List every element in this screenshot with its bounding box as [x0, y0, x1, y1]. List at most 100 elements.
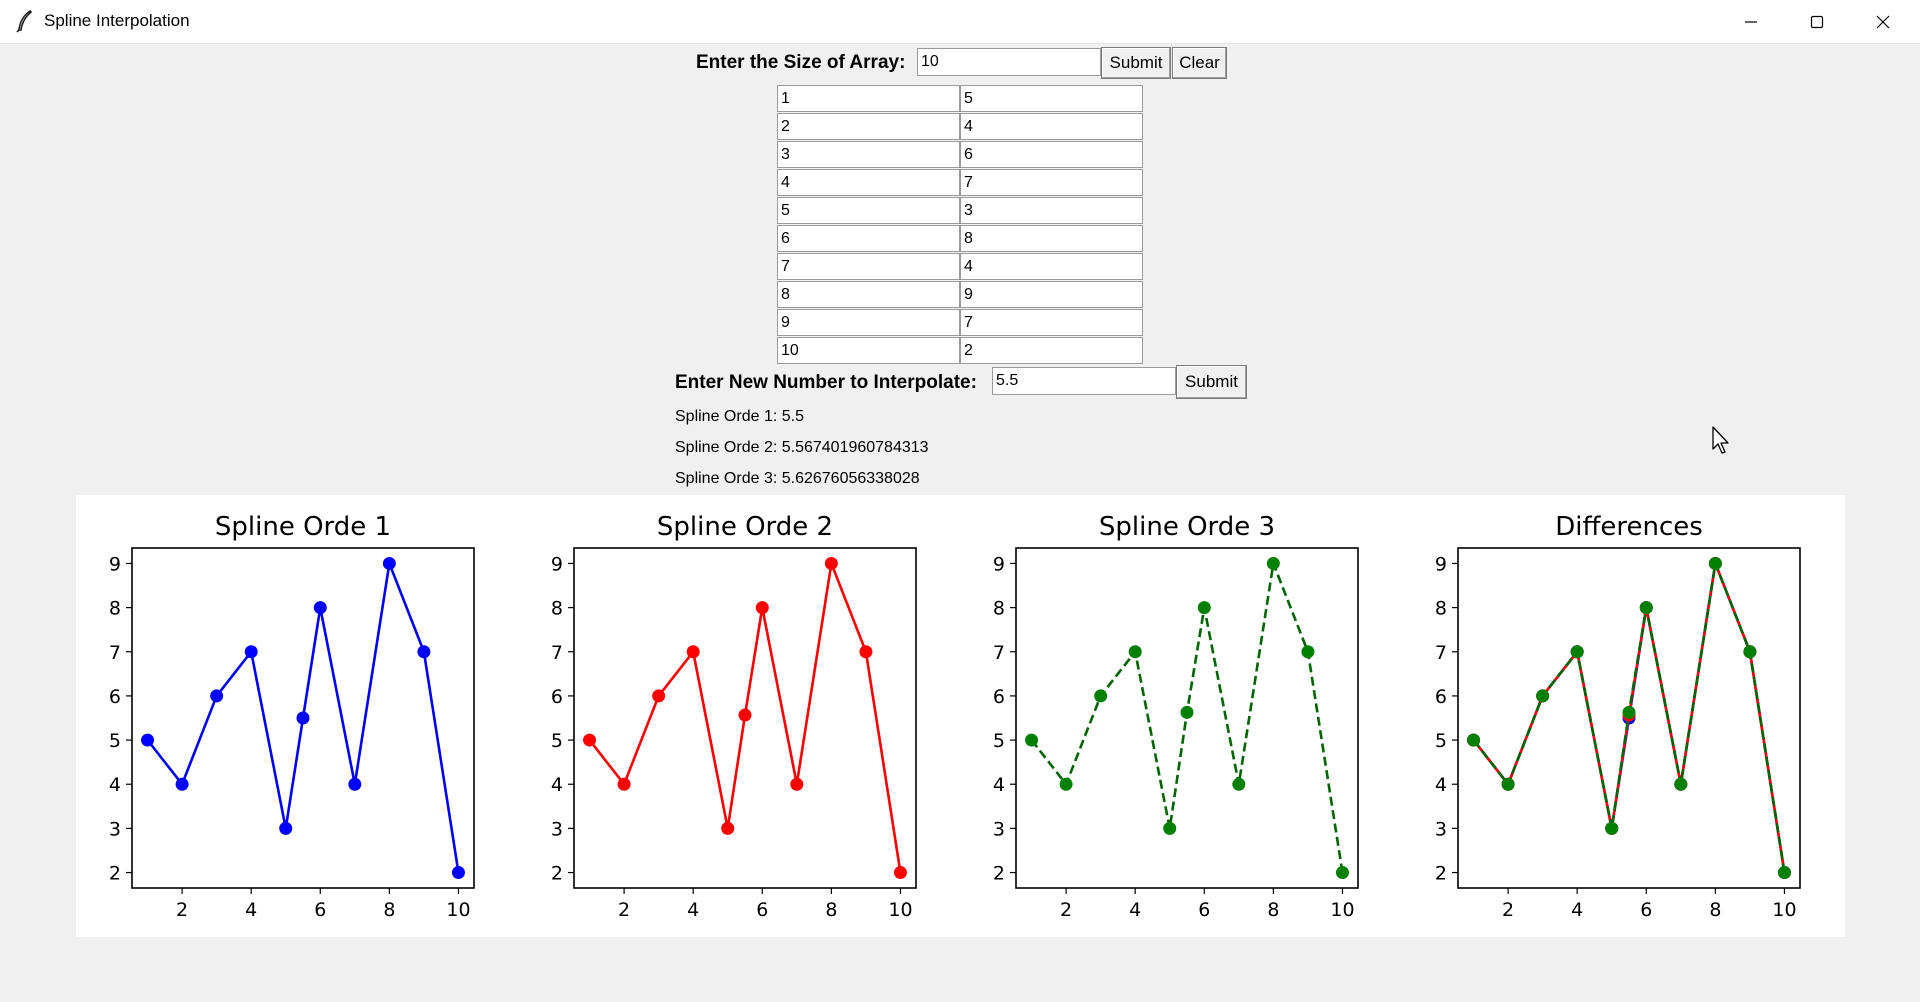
y-tick-label: 5: [109, 730, 121, 752]
data-point: [348, 777, 362, 791]
data-point: [686, 645, 700, 659]
y-value-input[interactable]: [960, 113, 1143, 140]
data-point: [1128, 645, 1142, 659]
x-value-input[interactable]: [777, 85, 960, 112]
interpolate-label: Enter New Number to Interpolate:: [675, 372, 977, 393]
y-value-input[interactable]: [960, 169, 1143, 196]
interpolate-submit-button[interactable]: Submit: [1176, 365, 1247, 399]
data-point: [790, 777, 804, 791]
y-value-input[interactable]: [960, 281, 1143, 308]
data-point: [382, 556, 396, 570]
mouse-cursor-icon: [1712, 426, 1729, 454]
data-point: [1674, 777, 1688, 791]
minimize-icon: [1745, 20, 1757, 23]
y-tick-label: 9: [1435, 553, 1447, 575]
x-tick-label: 10: [1772, 899, 1796, 921]
y-tick-label: 4: [551, 774, 563, 796]
data-point: [1743, 645, 1757, 659]
size-submit-button[interactable]: Submit: [1101, 47, 1171, 79]
data-point: [583, 733, 597, 747]
y-tick-label: 8: [993, 598, 1005, 620]
y-value-input[interactable]: [960, 253, 1143, 280]
x-tick-label: 4: [1129, 899, 1141, 921]
result-orde-2: Spline Orde 2: 5.567401960784313: [675, 439, 929, 456]
axes-frame: [1457, 547, 1801, 889]
data-point: [1708, 556, 1722, 570]
y-value-input[interactable]: [960, 309, 1143, 336]
y-tick-label: 2: [1435, 863, 1447, 885]
y-tick-label: 3: [993, 818, 1005, 840]
x-value-input[interactable]: [777, 169, 960, 196]
y-value-input[interactable]: [960, 337, 1143, 364]
data-point: [1536, 689, 1550, 703]
x-value-input[interactable]: [777, 113, 960, 140]
data-point: [175, 777, 189, 791]
window-title: Spline Interpolation: [44, 11, 190, 30]
y-tick-label: 5: [1435, 730, 1447, 752]
x-tick-label: 10: [888, 899, 912, 921]
x-tick-label: 4: [245, 899, 257, 921]
y-tick-label: 4: [109, 774, 121, 796]
array-size-label: Enter the Size of Array:: [696, 52, 906, 73]
data-point: [1335, 866, 1349, 880]
x-tick-label: 8: [1267, 899, 1279, 921]
axes-frame: [573, 547, 917, 889]
data-point: [1301, 645, 1315, 659]
x-tick-label: 2: [1502, 899, 1514, 921]
x-value-input[interactable]: [777, 197, 960, 224]
plots-figure: Spline Orde 1 2 4 6 8 10 2 3 4 5 6 7 8 9 Spline Orde 2…: [109, 512, 1801, 921]
y-tick-label: 9: [993, 553, 1005, 575]
feather-icon: [16, 9, 33, 33]
array-size-input[interactable]: [917, 48, 1101, 76]
y-value-input[interactable]: [960, 85, 1143, 112]
plot-canvas[interactable]: Spline Orde 1 2 4 6 8 10 2 3 4 5 6 7 8 9 Spline Orde 2…: [76, 495, 1845, 937]
y-tick-label: 6: [109, 686, 121, 708]
y-tick-label: 8: [109, 598, 121, 620]
x-tick-label: 10: [1330, 899, 1354, 921]
close-button[interactable]: [1850, 0, 1916, 43]
axes-frame: [1015, 547, 1359, 889]
data-point: [1163, 821, 1177, 835]
y-tick-label: 5: [551, 730, 563, 752]
data-point: [313, 601, 327, 615]
x-tick-label: 2: [1060, 899, 1072, 921]
x-value-input[interactable]: [777, 281, 960, 308]
data-point: [296, 711, 310, 725]
y-tick-label: 7: [551, 642, 563, 664]
y-tick-label: 3: [551, 818, 563, 840]
data-point: [617, 777, 631, 791]
close-icon: [1876, 15, 1890, 28]
data-point: [1180, 705, 1194, 719]
x-tick-label: 4: [687, 899, 699, 921]
x-tick-label: 8: [825, 899, 837, 921]
x-value-input[interactable]: [777, 141, 960, 168]
x-value-input[interactable]: [777, 337, 960, 364]
y-tick-label: 4: [993, 774, 1005, 796]
y-value-input[interactable]: [960, 197, 1143, 224]
x-tick-label: 2: [176, 899, 188, 921]
x-value-input[interactable]: [777, 253, 960, 280]
x-tick-label: 2: [618, 899, 630, 921]
x-tick-label: 6: [314, 899, 326, 921]
result-orde-3: Spline Orde 3: 5.62676056338028: [675, 470, 920, 487]
y-tick-label: 2: [109, 863, 121, 885]
title-bar[interactable]: Spline Interpolation: [0, 0, 1920, 44]
interpolate-input[interactable]: [992, 367, 1176, 395]
chart-title: Spline Orde 1: [215, 512, 391, 542]
x-value-input[interactable]: [777, 225, 960, 252]
clear-button[interactable]: Clear: [1172, 47, 1227, 79]
data-point: [1501, 777, 1515, 791]
maximize-icon: [1810, 15, 1824, 28]
data-point: [1266, 556, 1280, 570]
maximize-button[interactable]: [1784, 0, 1850, 43]
y-tick-label: 2: [551, 863, 563, 885]
minimize-button[interactable]: [1718, 0, 1784, 43]
y-value-input[interactable]: [960, 141, 1143, 168]
result-orde-1: Spline Orde 1: 5.5: [675, 408, 804, 425]
data-point: [1467, 733, 1481, 747]
data-point: [1094, 689, 1108, 703]
x-value-input[interactable]: [777, 309, 960, 336]
y-value-input[interactable]: [960, 225, 1143, 252]
x-tick-label: 6: [1198, 899, 1210, 921]
chart-title: Differences: [1555, 512, 1703, 542]
